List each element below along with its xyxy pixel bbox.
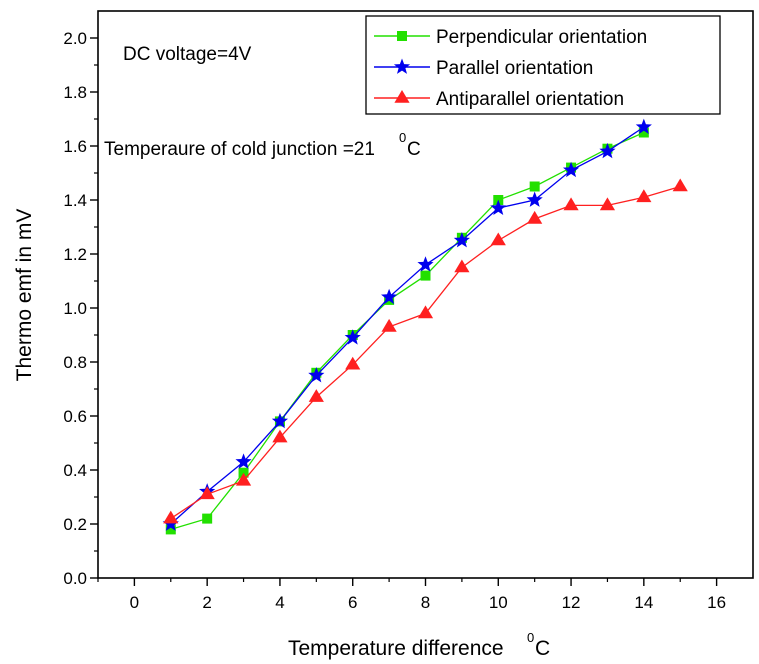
data-point-antiparallel xyxy=(454,259,470,273)
y-tick-label: 1.6 xyxy=(63,137,87,156)
legend-label-parallel: Parallel orientation xyxy=(436,58,593,79)
data-point-perpendicular xyxy=(238,467,249,478)
data-point-antiparallel xyxy=(672,178,688,192)
data-point-parallel xyxy=(381,288,398,305)
x-axis-title-unit: C xyxy=(535,637,550,660)
data-point-parallel xyxy=(635,118,652,134)
y-tick-label: 1.2 xyxy=(63,245,87,264)
y-tick-label: 0.2 xyxy=(63,515,87,534)
data-point-perpendicular xyxy=(165,524,176,535)
y-axis-title: Thermo emf in mV xyxy=(13,209,36,382)
x-tick-label: 12 xyxy=(562,593,581,612)
legend-marker-parallel xyxy=(393,58,411,74)
x-tick-label: 4 xyxy=(275,593,284,612)
series-line-parallel xyxy=(170,126,645,525)
cold-junction-degree: 0 xyxy=(399,130,406,145)
data-point-parallel xyxy=(271,412,289,429)
data-point-antiparallel xyxy=(599,197,616,211)
legend-marker-perpendicular xyxy=(397,31,407,41)
cold-junction-annotation: Temperaure of cold junction =21 xyxy=(104,139,375,160)
data-point-parallel xyxy=(490,199,507,215)
data-point-parallel xyxy=(417,256,434,272)
data-point-antiparallel xyxy=(308,389,324,402)
y-tick-label: 0.8 xyxy=(63,353,87,372)
data-point-antiparallel xyxy=(345,356,361,370)
data-point-parallel xyxy=(235,453,252,469)
data-point-perpendicular xyxy=(202,513,213,524)
data-point-antiparallel xyxy=(417,305,434,319)
x-axis: 0 2 4 6 8 10 12 14 16 xyxy=(97,578,726,612)
y-tick-label: 0.0 xyxy=(63,569,87,588)
y-axis: 0.0 0.2 0.4 0.6 0.8 1.0 1.2 1.4 1.6 1.8 2.0 xyxy=(63,29,98,588)
series-antiparallel xyxy=(163,178,688,524)
legend-label-perpendicular: Perpendicular orientation xyxy=(436,27,647,48)
data-point-antiparallel xyxy=(636,189,652,203)
dc-voltage-annotation: DC voltage=4V xyxy=(123,44,252,65)
x-tick-label: 16 xyxy=(707,593,726,612)
x-tick-label: 14 xyxy=(634,593,653,612)
data-point-perpendicular xyxy=(420,270,431,281)
data-point-parallel xyxy=(562,161,580,178)
y-tick-label: 0.4 xyxy=(63,461,87,480)
data-point-antiparallel xyxy=(272,429,288,443)
data-point-parallel xyxy=(599,142,616,159)
y-tick-label: 0.6 xyxy=(63,407,87,426)
series-layer xyxy=(162,118,688,535)
x-tick-label: 10 xyxy=(489,593,508,612)
data-point-antiparallel xyxy=(563,197,579,211)
data-point-antiparallel xyxy=(199,486,215,500)
data-point-perpendicular xyxy=(529,181,540,192)
y-tick-label: 2.0 xyxy=(63,29,87,48)
data-point-antiparallel xyxy=(490,232,506,246)
data-point-perpendicular xyxy=(638,127,649,138)
data-point-antiparallel xyxy=(235,472,252,486)
legend-label-antiparallel: Antiparallel orientation xyxy=(436,89,624,110)
data-point-parallel xyxy=(344,329,361,345)
x-tick-label: 6 xyxy=(348,593,357,612)
y-tick-label: 1.0 xyxy=(63,299,87,318)
series-line-perpendicular xyxy=(170,131,645,531)
x-tick-label: 2 xyxy=(202,593,211,612)
x-axis-title: Temperature difference xyxy=(288,637,504,660)
data-point-antiparallel xyxy=(527,210,543,224)
data-point-parallel xyxy=(453,232,470,248)
data-point-antiparallel xyxy=(163,510,179,524)
data-point-parallel xyxy=(308,367,325,383)
data-point-parallel xyxy=(526,191,543,207)
y-tick-label: 1.8 xyxy=(63,83,87,102)
cold-junction-unit: C xyxy=(407,139,421,160)
y-tick-label: 1.4 xyxy=(63,191,87,210)
series-parallel xyxy=(162,118,652,531)
x-tick-label: 8 xyxy=(421,593,430,612)
legend-marker-antiparallel xyxy=(394,90,410,103)
series-perpendicular xyxy=(165,127,649,535)
x-axis-title-degree: 0 xyxy=(527,630,534,645)
data-point-antiparallel xyxy=(381,318,397,332)
x-tick-label: 0 xyxy=(130,593,139,612)
legend: Perpendicular orientation Parallel orient… xyxy=(365,15,721,115)
